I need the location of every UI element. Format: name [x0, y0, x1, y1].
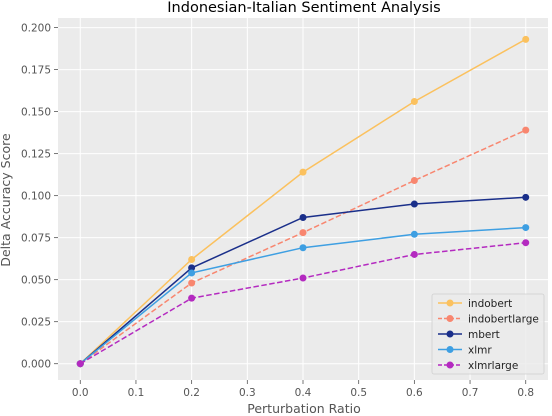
- x-axis-label: Perturbation Ratio: [247, 401, 361, 416]
- legend-item-xlmrlarge: xlmrlarge: [438, 360, 518, 372]
- legend-item-mbert: mbert: [438, 329, 500, 341]
- data-point: [410, 200, 418, 208]
- data-point: [299, 168, 307, 176]
- y-tick-label: 0.075: [21, 233, 51, 245]
- x-tick-label: 0.5: [350, 387, 367, 399]
- legend-marker: [446, 330, 454, 338]
- x-tick-label: 0.1: [128, 387, 145, 399]
- data-point: [188, 294, 196, 302]
- legend-marker: [446, 361, 454, 369]
- data-point: [76, 360, 84, 368]
- legend-item-indobertlarge: indobertlarge: [438, 314, 539, 326]
- legend-marker: [446, 299, 454, 307]
- data-point: [522, 224, 530, 232]
- x-tick-label: 0.0: [72, 387, 89, 399]
- x-tick-label: 0.8: [517, 387, 534, 399]
- data-point: [522, 193, 530, 201]
- x-tick-label: 0.2: [183, 387, 200, 399]
- data-point: [299, 244, 307, 252]
- data-point: [188, 279, 196, 287]
- data-point: [522, 239, 530, 247]
- data-point: [410, 177, 418, 185]
- y-tick-label: 0.150: [21, 107, 51, 119]
- data-point: [188, 264, 196, 272]
- x-tick-label: 0.4: [295, 387, 312, 399]
- y-tick-label: 0.100: [21, 191, 51, 203]
- data-point: [522, 126, 530, 134]
- x-tick-label: 0.3: [239, 387, 256, 399]
- series-layer: [76, 35, 530, 368]
- data-point: [410, 98, 418, 106]
- data-point: [188, 269, 196, 277]
- data-point: [299, 213, 307, 221]
- y-tick-label: 0.050: [21, 275, 51, 287]
- legend-label: indobertlarge: [468, 314, 539, 326]
- data-point: [522, 35, 530, 43]
- legend-box: [431, 293, 545, 375]
- legend-marker: [446, 315, 454, 322]
- series-xlmrlarge: [76, 239, 530, 368]
- legend-marker: [446, 346, 454, 353]
- x-tick-label: 0.6: [406, 387, 423, 399]
- y-tick-label: 0.000: [21, 359, 51, 371]
- legend-label: xlmr: [468, 345, 492, 357]
- data-point: [299, 274, 307, 282]
- y-axis-label: Delta Accuracy Score: [0, 133, 13, 267]
- legend-label: xlmrlarge: [468, 360, 518, 372]
- y-tick-label: 0.200: [21, 23, 51, 35]
- data-point: [410, 250, 418, 258]
- legend-label: mbert: [468, 329, 500, 341]
- x-tick-label: 0.7: [462, 387, 479, 399]
- legend: indobert indobertlarge mbert xlmr xlmrlarge: [431, 293, 545, 375]
- y-axis-ticks: 0.000 0.025 0.050 0.075 0.100 0.125 0.150 0.175…: [21, 23, 58, 371]
- legend-item-indobert: indobert: [438, 298, 512, 310]
- y-tick-label: 0.125: [21, 149, 51, 161]
- legend-label: indobert: [468, 298, 512, 310]
- legend-item-xlmr: xlmr: [438, 345, 492, 357]
- chart-title: Indonesian-Italian Sentiment Analysis: [167, 0, 440, 16]
- x-axis-ticks: 0.0 0.1 0.2 0.3 0.4 0.5 0.6 0.7 0.8: [72, 380, 534, 399]
- y-tick-label: 0.025: [21, 317, 51, 329]
- y-tick-label: 0.175: [21, 65, 51, 77]
- data-point: [410, 230, 418, 238]
- data-point: [188, 256, 196, 264]
- data-point: [299, 229, 307, 237]
